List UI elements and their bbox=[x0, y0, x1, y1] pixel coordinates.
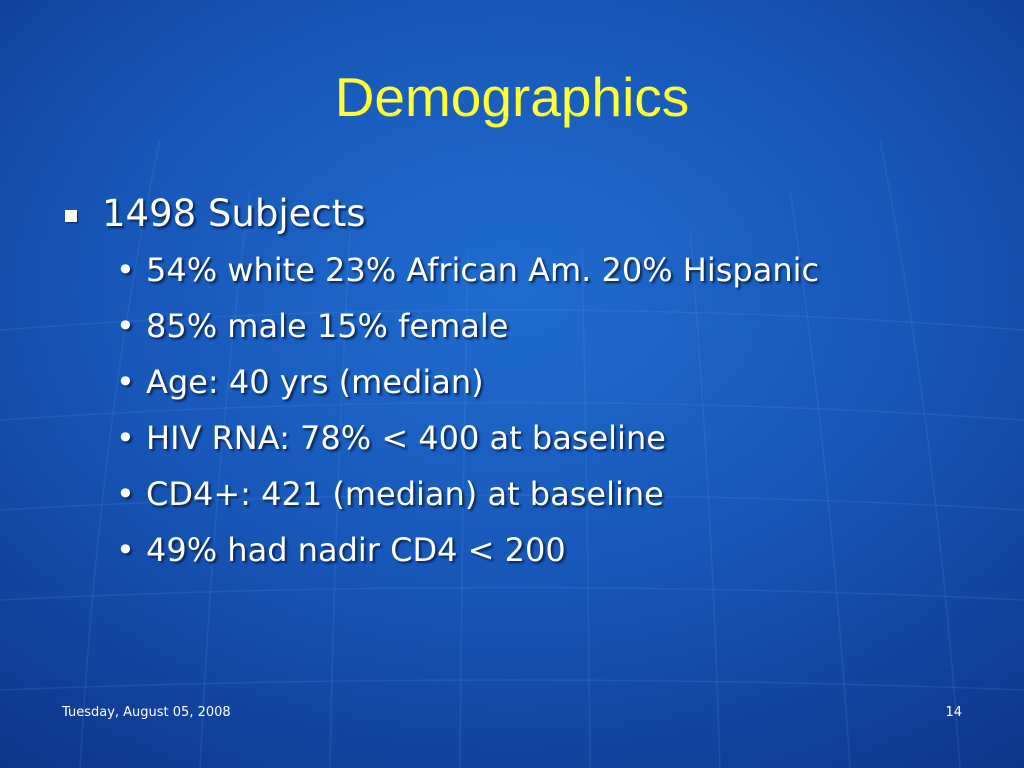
main-bullet-text: 1498 Subjects bbox=[102, 192, 366, 235]
sub-bullet-text: 85% male 15% female bbox=[146, 307, 509, 345]
page-number: 14 bbox=[945, 705, 962, 720]
sub-bullet: • HIV RNA: 78% < 400 at baseline bbox=[116, 414, 960, 462]
sub-bullet: • 85% male 15% female bbox=[116, 302, 960, 350]
bullet-dot-icon: • bbox=[116, 475, 135, 513]
bullet-dot-icon: • bbox=[116, 419, 135, 457]
bullet-dot-icon: • bbox=[116, 251, 135, 289]
sub-bullet-text: CD4+: 421 (median) at baseline bbox=[146, 475, 664, 513]
main-bullet: 1498 Subjects bbox=[60, 190, 960, 238]
sub-bullet-text: Age: 40 yrs (median) bbox=[146, 363, 484, 401]
bullet-dot-icon: • bbox=[116, 307, 135, 345]
bullet-dot-icon: • bbox=[116, 363, 135, 401]
sub-bullet: • 54% white 23% African Am. 20% Hispanic bbox=[116, 246, 960, 294]
bullet-dot-icon: • bbox=[116, 531, 135, 569]
sub-bullet: • Age: 40 yrs (median) bbox=[116, 358, 960, 406]
sub-bullet: • CD4+: 421 (median) at baseline bbox=[116, 470, 960, 518]
square-bullet-icon bbox=[65, 210, 77, 222]
slide-title: Demographics bbox=[334, 66, 690, 128]
sub-bullet: • 49% had nadir CD4 < 200 bbox=[116, 526, 960, 574]
bullet-list: 1498 Subjects • 54% white 23% African Am… bbox=[60, 190, 960, 574]
sub-bullet-text: 49% had nadir CD4 < 200 bbox=[146, 531, 566, 569]
sub-bullet-text: HIV RNA: 78% < 400 at baseline bbox=[146, 419, 666, 457]
sub-bullet-text: 54% white 23% African Am. 20% Hispanic bbox=[146, 251, 820, 289]
footer-date: Tuesday, August 05, 2008 bbox=[62, 705, 231, 720]
